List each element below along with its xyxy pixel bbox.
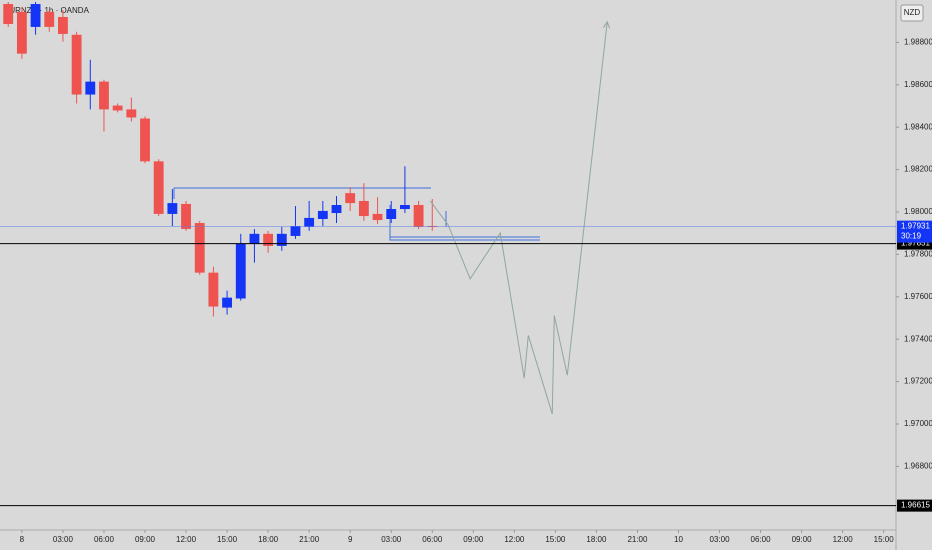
y-tick-label: 1.98400 xyxy=(904,122,932,131)
candle-body xyxy=(112,105,123,111)
x-tick-label: 15:00 xyxy=(217,535,238,544)
current-price-label: 1.97931 xyxy=(901,222,930,231)
x-tick-label: 8 xyxy=(20,535,25,544)
candle-body xyxy=(372,213,383,221)
candle-body xyxy=(194,223,205,273)
projection-arrowhead xyxy=(602,20,611,29)
range-top-line xyxy=(173,187,431,199)
x-tick-label: 03:00 xyxy=(381,535,402,544)
candle-body xyxy=(126,109,137,118)
chart-title: EURNZD · 1h · OANDA xyxy=(4,6,90,15)
candle-body xyxy=(85,81,96,95)
currency-button[interactable] xyxy=(900,4,924,22)
candle-body xyxy=(208,272,219,307)
x-tick-label: 03:00 xyxy=(710,535,731,544)
x-tick-label: 03:00 xyxy=(53,535,74,544)
candle-body xyxy=(263,233,274,246)
candle-body xyxy=(58,16,68,34)
level-label: 1.97851 xyxy=(901,239,930,248)
candle-body xyxy=(167,203,178,214)
candle-body xyxy=(249,233,260,244)
x-tick-label: 18:00 xyxy=(258,535,279,544)
x-tick-label: 09:00 xyxy=(792,535,813,544)
y-tick-label: 1.97200 xyxy=(904,377,932,386)
candle-body xyxy=(140,118,150,162)
y-tick-label: 1.97600 xyxy=(904,292,932,301)
candle-body xyxy=(71,34,82,95)
countdown-label: 30:19 xyxy=(901,232,922,241)
x-tick-label: 06:00 xyxy=(751,535,772,544)
level-badge xyxy=(897,499,932,512)
x-tick-label: 18:00 xyxy=(586,535,607,544)
x-tick-label: 12:00 xyxy=(833,535,854,544)
x-tick-label: 10 xyxy=(674,535,683,544)
x-tick-label: 09:00 xyxy=(135,535,156,544)
y-tick-label: 1.98200 xyxy=(904,165,932,174)
currency-label[interactable]: NZD xyxy=(904,8,921,17)
candle-body xyxy=(153,161,164,214)
candle-body xyxy=(331,205,342,214)
candle-body xyxy=(304,217,315,227)
y-tick-label: 1.98000 xyxy=(904,207,932,216)
x-tick-label: 12:00 xyxy=(504,535,525,544)
x-tick-label: 06:00 xyxy=(422,535,443,544)
candle-body xyxy=(30,4,41,27)
candle-body xyxy=(317,210,328,219)
candle-body xyxy=(345,193,356,204)
candle-body xyxy=(386,209,397,219)
candle-body xyxy=(235,243,246,299)
x-tick-label: 12:00 xyxy=(176,535,197,544)
x-tick-label: 21:00 xyxy=(299,535,320,544)
candle-body xyxy=(290,225,301,236)
candle-body xyxy=(3,4,14,24)
candle-body xyxy=(399,205,410,210)
candle-body xyxy=(276,233,287,246)
candle-body xyxy=(222,297,233,308)
y-tick-label: 1.97800 xyxy=(904,250,932,259)
candle-body xyxy=(16,11,27,54)
candle-body xyxy=(99,81,109,110)
candle-body xyxy=(358,200,369,217)
level-label: 1.96615 xyxy=(901,501,930,510)
current-price-badge xyxy=(897,220,932,243)
candle-body xyxy=(44,11,55,27)
y-tick-label: 1.96800 xyxy=(904,462,932,471)
projection-line xyxy=(429,21,608,415)
x-tick-label: 21:00 xyxy=(627,535,648,544)
candle-body xyxy=(413,205,424,227)
x-tick-label: 06:00 xyxy=(94,535,115,544)
x-tick-label: 15:00 xyxy=(545,535,566,544)
y-tick-label: 1.98800 xyxy=(904,38,932,47)
x-tick-label: 9 xyxy=(348,535,353,544)
y-tick-label: 1.97400 xyxy=(904,334,932,343)
y-tick-label: 1.97000 xyxy=(904,419,932,428)
y-tick-label: 1.98600 xyxy=(904,80,932,89)
candle-body xyxy=(181,203,191,229)
x-tick-label: 09:00 xyxy=(463,535,484,544)
x-tick-label: 15:00 xyxy=(874,535,895,544)
